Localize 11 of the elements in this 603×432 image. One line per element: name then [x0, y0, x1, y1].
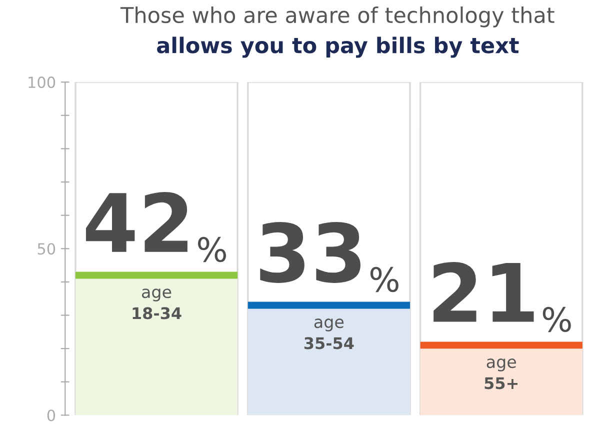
chart-title: Those who are aware of technology that	[120, 6, 554, 28]
y-tick-label: 100	[28, 76, 56, 88]
chart-subtitle: allows you to pay bills by text	[157, 36, 519, 58]
x-tick-label: age 35-54	[304, 318, 354, 350]
data-label: 21%	[434, 262, 571, 332]
x-tick-label: age 55+	[484, 358, 518, 390]
x-tick-label: age 18-34	[132, 288, 182, 320]
data-label: 42%	[86, 192, 226, 262]
data-label: 33%	[260, 222, 398, 292]
y-tick-label: 50	[38, 243, 56, 255]
y-tick-label: 0	[47, 410, 56, 422]
